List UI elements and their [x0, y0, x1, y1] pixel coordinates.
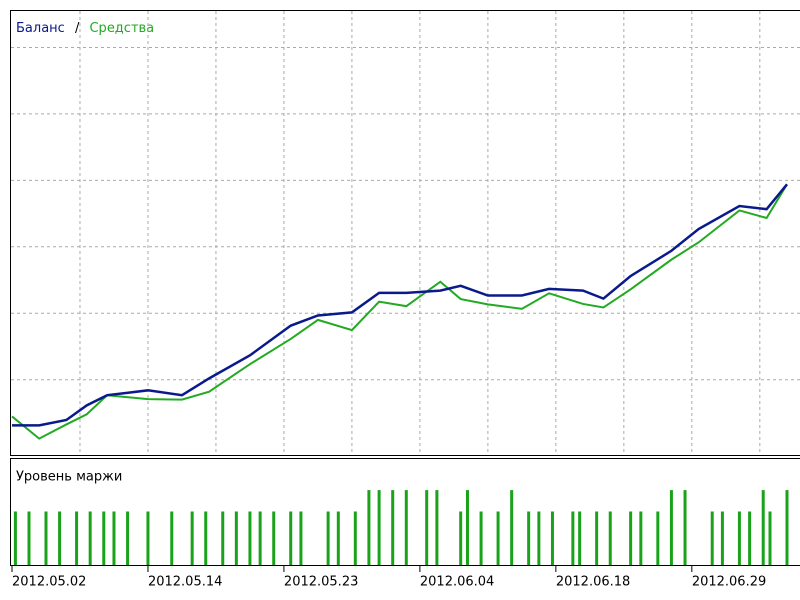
bar	[496, 511, 500, 565]
bar	[234, 511, 238, 565]
bar	[204, 511, 208, 565]
bar	[656, 511, 660, 565]
bar	[639, 511, 643, 565]
series-line	[12, 183, 788, 427]
bar	[425, 490, 429, 565]
bar	[289, 511, 293, 565]
bar	[785, 490, 789, 565]
bar	[683, 490, 687, 565]
bar	[336, 511, 340, 565]
bar	[126, 511, 130, 565]
main-panel	[10, 10, 800, 456]
margin-panel	[10, 458, 800, 566]
bar	[299, 511, 303, 565]
bar	[170, 511, 174, 565]
bar	[479, 511, 483, 565]
bar	[578, 511, 582, 565]
legend-separator: /	[75, 21, 80, 36]
bar	[768, 511, 772, 565]
bar	[190, 511, 194, 565]
bar	[377, 490, 381, 565]
x-tick-label: 2012.05.02	[12, 575, 86, 590]
bar	[550, 511, 554, 565]
bar	[353, 511, 357, 565]
legend-entry: Средства	[89, 21, 154, 36]
legend-entry: Баланс	[16, 21, 65, 36]
series-line	[11, 183, 788, 440]
bar	[537, 511, 541, 565]
bar	[761, 490, 765, 565]
bar	[13, 511, 17, 565]
bar	[459, 511, 463, 565]
bar	[435, 490, 439, 565]
x-tick-label: 2012.06.18	[556, 575, 630, 590]
bar	[737, 511, 741, 565]
x-tick-label: 2012.06.29	[692, 575, 766, 590]
bar	[58, 511, 62, 565]
bar	[221, 511, 225, 565]
bar	[608, 511, 612, 565]
bar	[102, 511, 106, 565]
x-tick-label: 2012.05.14	[148, 575, 222, 590]
x-tick-label: 2012.05.23	[284, 575, 358, 590]
bar	[27, 511, 31, 565]
bar	[272, 511, 276, 565]
bar	[510, 490, 514, 565]
panel-title: Уровень маржи	[16, 470, 122, 485]
bar	[527, 511, 531, 565]
bar	[75, 511, 79, 565]
bar	[146, 511, 150, 565]
bar	[404, 490, 408, 565]
bar	[367, 490, 371, 565]
bar	[248, 511, 252, 565]
bar	[669, 490, 673, 565]
bar	[258, 511, 262, 565]
bar	[571, 511, 575, 565]
x-tick-label: 2012.06.04	[420, 575, 494, 590]
bar	[391, 490, 395, 565]
bar	[44, 511, 48, 565]
bar	[112, 511, 116, 565]
bar	[720, 511, 724, 565]
bar	[629, 511, 633, 565]
bar	[465, 490, 469, 565]
bar	[88, 511, 92, 565]
bar	[748, 511, 752, 565]
bar	[710, 511, 714, 565]
bar	[326, 511, 330, 565]
bar	[595, 511, 599, 565]
legend: Баланс / Средства	[16, 21, 154, 36]
